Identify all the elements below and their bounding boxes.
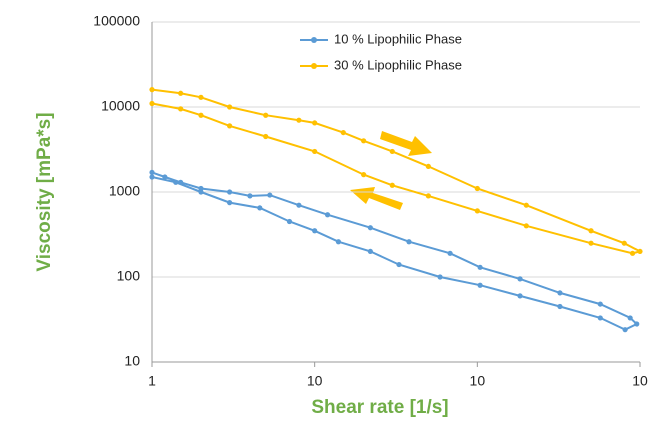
data-point (406, 239, 412, 245)
data-point (627, 315, 633, 321)
data-point (597, 315, 603, 321)
data-point (149, 87, 155, 93)
y-tick-label: 1000 (109, 183, 140, 199)
data-point (263, 112, 269, 118)
data-point (312, 148, 318, 155)
data-point (178, 179, 184, 185)
data-point (517, 276, 523, 282)
data-point (425, 163, 431, 170)
y-tick-label: 100000 (93, 13, 140, 29)
data-point (296, 202, 302, 208)
data-point (634, 321, 640, 327)
y-tick-label: 10000 (101, 98, 140, 114)
data-point (557, 290, 563, 296)
data-point (621, 240, 627, 246)
data-point (597, 301, 603, 307)
data-point (629, 250, 636, 256)
data-point (474, 185, 480, 192)
data-point (396, 261, 402, 268)
data-point (324, 212, 331, 218)
data-point (227, 189, 233, 195)
data-point (447, 250, 453, 256)
data-point (149, 169, 155, 176)
data-point (178, 90, 184, 96)
legend-marker (311, 63, 317, 69)
data-point (389, 148, 395, 155)
data-point (557, 303, 563, 310)
x-tick-label: 1 (148, 373, 156, 389)
data-point (227, 123, 233, 129)
data-point (227, 104, 233, 110)
data-point (247, 193, 253, 199)
data-point (367, 248, 373, 255)
data-point (361, 172, 367, 178)
data-point (340, 129, 346, 136)
legend-label: 30 % Lipophilic Phase (334, 57, 462, 72)
data-point (389, 182, 395, 188)
x-axis-title: Shear rate [1/s] (311, 397, 448, 418)
arrow-left (350, 187, 403, 210)
x-tick-label: 10 (307, 373, 323, 389)
data-point (637, 248, 643, 255)
legend-marker (311, 37, 317, 43)
data-point (162, 174, 168, 180)
data-point (227, 200, 233, 206)
arrow-right (380, 131, 432, 156)
data-point (267, 192, 273, 198)
data-point (588, 240, 594, 246)
data-point (622, 327, 628, 333)
series-line (151, 88, 643, 255)
data-point (474, 208, 480, 214)
data-point (312, 228, 318, 234)
data-point (312, 120, 318, 126)
data-point (477, 282, 483, 288)
legend-label: 10 % Lipophilic Phase (334, 31, 462, 46)
data-point (178, 106, 184, 112)
data-point (296, 117, 302, 123)
data-point (425, 193, 431, 199)
series-line (151, 171, 639, 331)
data-point (335, 239, 342, 245)
data-point (263, 133, 269, 140)
data-point (257, 205, 263, 211)
y-axis-title: Viscosity [mPa*s] (34, 112, 55, 271)
y-tick-label: 100 (117, 268, 141, 284)
data-point (198, 112, 204, 118)
data-point (198, 189, 204, 195)
data-point (361, 138, 367, 144)
x-tick-label: 10 (470, 373, 486, 389)
data-point (173, 179, 179, 185)
data-point (367, 225, 373, 231)
x-tick-label: 10 (632, 373, 648, 389)
data-point (286, 218, 293, 225)
data-point (523, 202, 529, 208)
flow-arrows (350, 131, 432, 210)
data-point (149, 100, 155, 107)
y-tick-label: 10 (124, 353, 140, 369)
data-point (588, 228, 594, 234)
data-point (517, 293, 523, 299)
data-point (198, 94, 204, 100)
data-point (477, 264, 483, 270)
data-point (149, 174, 155, 180)
data-point (437, 274, 443, 280)
data-point (523, 223, 529, 229)
